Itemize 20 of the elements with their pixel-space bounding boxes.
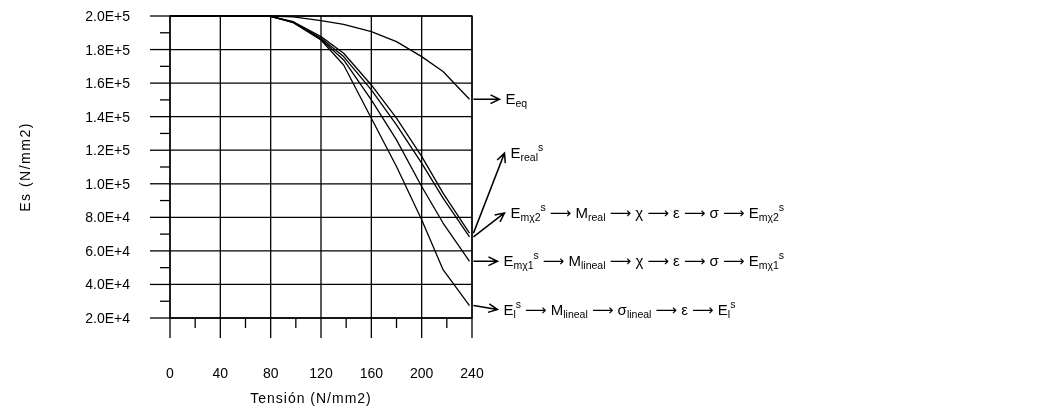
legend-label: E$_{eq}$ xyxy=(505,90,528,109)
y-tick-label: 6.0E+4 xyxy=(85,242,131,259)
x-tick-label: 200 xyxy=(409,365,434,381)
x-tick-label: 240 xyxy=(460,365,484,381)
x-tick-label: 120 xyxy=(309,365,333,381)
y-tick-label: 1.6E+5 xyxy=(85,75,131,92)
y-tick-label: 4.0E+4 xyxy=(85,276,131,293)
y-tick-label: 8.0E+4 xyxy=(85,209,131,226)
x-tick-label: 160 xyxy=(359,365,384,381)
y-tick-label: 2.0E+5 xyxy=(85,8,131,24)
y-tick-label: 1.0E+5 xyxy=(85,175,131,192)
x-tick-label: 0 xyxy=(166,365,175,381)
x-tick-label: 80 xyxy=(262,365,279,381)
x-tick-label: 40 xyxy=(212,365,229,381)
y-tick-label: 1.2E+5 xyxy=(85,142,131,159)
x-axis-title: Tensión (N/mm2) xyxy=(250,390,372,406)
y-tick-label: 1.8E+5 xyxy=(85,41,131,58)
y-tick-label: 2.0E+4 xyxy=(85,310,131,326)
y-axis-title: Es (N/mm2) xyxy=(17,122,33,212)
y-tick-label: 1.4E+5 xyxy=(85,108,131,125)
